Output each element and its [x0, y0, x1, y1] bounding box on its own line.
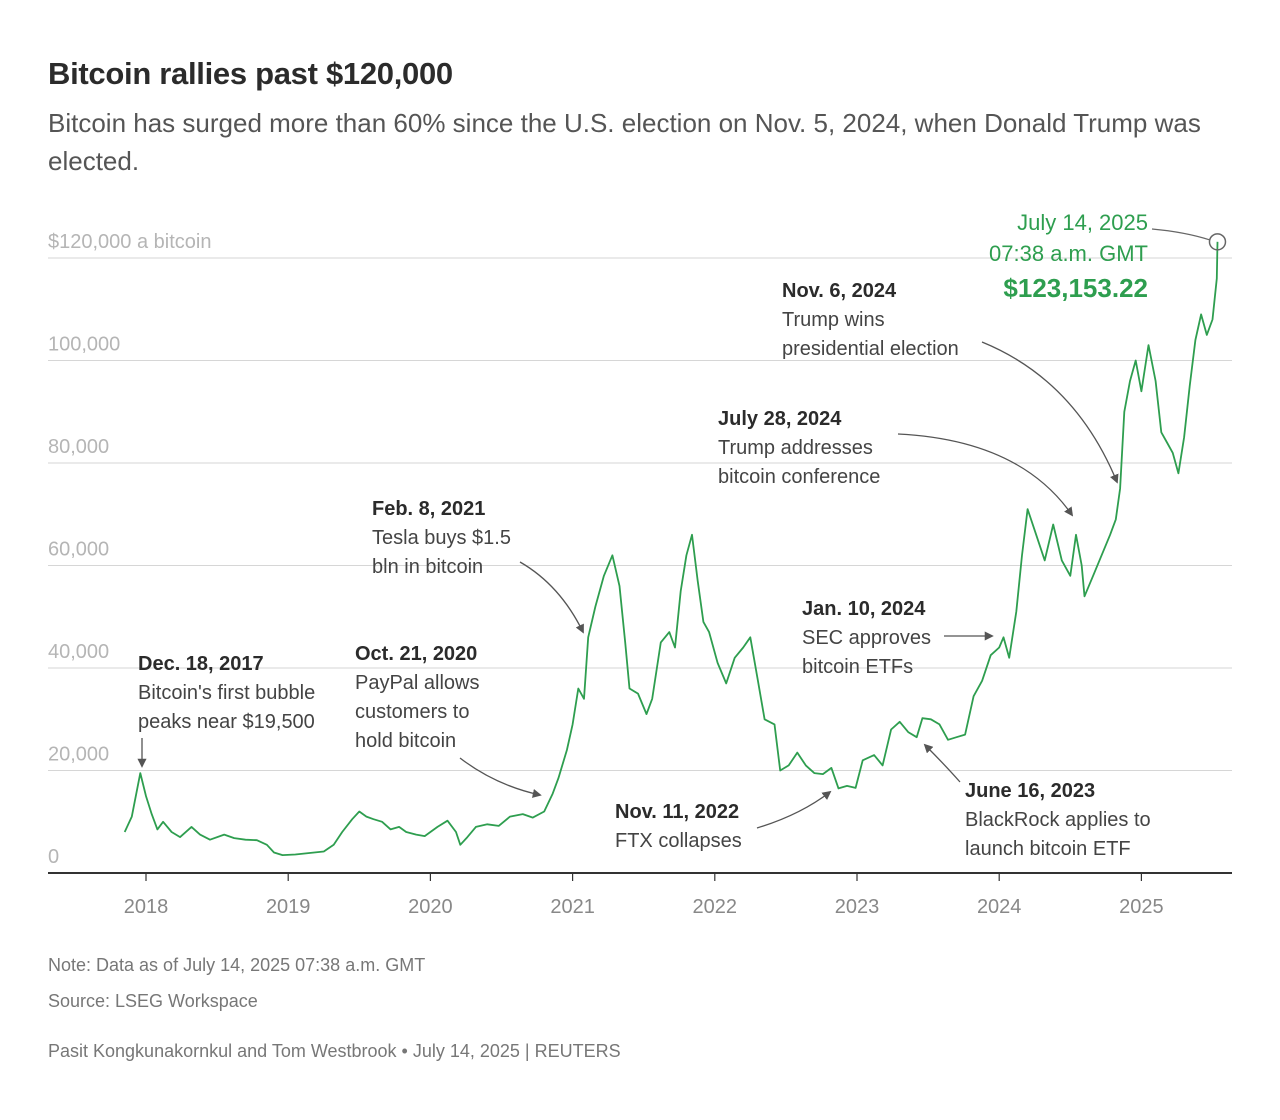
gridlines: [48, 257, 1232, 771]
annotation-text: FTX collapses: [615, 830, 742, 852]
price-line: [123, 241, 1219, 856]
y-tick-label: 100,000: [48, 334, 120, 356]
annotation: Oct. 21, 2020 PayPal allows customers to ho…: [355, 643, 542, 798]
annotation-text: Trump addresses: [718, 437, 873, 459]
y-tick-label: 40,000: [48, 641, 109, 663]
annotations: Dec. 18, 2017 Bitcoin's first bubble peaks…: [137, 280, 1151, 860]
annotation-arrow: [519, 561, 584, 634]
endpoint-value: $123,153.22: [1003, 273, 1148, 303]
annotation-date: June 16, 2023: [965, 780, 1095, 802]
y-tick-label: $120,000 a bitcoin: [48, 231, 211, 253]
endpoint-callout: July 14, 2025 07:38 a.m. GMT $123,153.22: [989, 210, 1227, 303]
annotation-text: bln in bitcoin: [372, 556, 483, 578]
annotation-date: Nov. 11, 2022: [615, 801, 739, 823]
y-axis-labels: 0 20,000 40,000 60,000 80,000 100,000 $120,000…: [48, 231, 211, 868]
annotation-text: hold bitcoin: [355, 730, 456, 752]
annotation-date: Dec. 18, 2017: [138, 653, 264, 675]
footnote: Note: Data as of July 14, 2025 07:38 a.m…: [48, 955, 426, 975]
annotation: July 28, 2024 Trump addresses bitcoin conf…: [718, 408, 1074, 517]
annotation: Feb. 8, 2021 Tesla buys $1.5 bln in bitcoi…: [372, 498, 584, 634]
annotation: Nov. 6, 2024 Trump wins presidential elect…: [782, 280, 1119, 484]
x-tick-label: 2019: [266, 896, 311, 918]
x-tick-label: 2024: [977, 896, 1022, 918]
annotation-arrow: [756, 790, 832, 829]
endpoint-leader: [1151, 228, 1210, 241]
x-tick-label: 2018: [124, 896, 169, 918]
annotation: Jan. 10, 2024 SEC approves bitcoin ETFs: [802, 598, 994, 678]
annotation: Nov. 11, 2022 FTX collapses: [615, 790, 832, 852]
y-tick-label: 0: [48, 846, 59, 868]
annotation-date: Oct. 21, 2020: [355, 643, 477, 665]
y-tick-label: 60,000: [48, 539, 109, 561]
annotation-arrow: [981, 341, 1119, 484]
annotation: June 16, 2023 BlackRock applies to launch …: [923, 743, 1151, 860]
chart-subtitle: Bitcoin has surged more than 60% since t…: [48, 108, 1201, 176]
annotation-text: bitcoin ETFs: [802, 656, 913, 678]
x-tick-label: 2020: [408, 896, 453, 918]
x-tick-label: 2025: [1119, 896, 1164, 918]
endpoint-time: 07:38 a.m. GMT: [989, 241, 1148, 266]
y-tick-label: 80,000: [48, 436, 109, 458]
annotation-text: PayPal allows: [355, 672, 480, 694]
price-series: [123, 241, 1219, 856]
chart-title: Bitcoin rallies past $120,000: [48, 56, 453, 91]
source-line: Source: LSEG Workspace: [48, 991, 258, 1011]
annotation-text: SEC approves: [802, 627, 931, 649]
endpoint-marker: [1208, 233, 1227, 251]
annotation-text: Bitcoin's first bubble: [138, 682, 315, 704]
y-tick-label: 20,000: [48, 744, 109, 766]
price-chart: 0 20,000 40,000 60,000 80,000 100,000 $120,000…: [48, 210, 1232, 918]
annotation-text: customers to: [355, 701, 469, 723]
annotation-date: July 28, 2024: [718, 408, 842, 430]
annotation-text: Trump wins: [782, 309, 885, 331]
annotation: Dec. 18, 2017 Bitcoin's first bubble peaks…: [137, 653, 315, 768]
x-tick-label: 2022: [693, 896, 738, 918]
annotation-arrow: [923, 743, 961, 783]
annotation-arrow: [459, 757, 542, 798]
annotation-date: Feb. 8, 2021: [372, 498, 485, 520]
annotation-text: presidential election: [782, 338, 959, 360]
byline: Pasit Kongkunakornkul and Tom Westbrook …: [48, 1041, 621, 1061]
annotation-text: bitcoin conference: [718, 466, 880, 488]
annotation-text: peaks near $19,500: [138, 711, 315, 733]
x-tick-label: 2021: [550, 896, 595, 918]
annotation-text: BlackRock applies to: [965, 809, 1151, 831]
x-tick-label: 2023: [835, 896, 880, 918]
endpoint-date: July 14, 2025: [1017, 210, 1148, 235]
annotation-date: Nov. 6, 2024: [782, 280, 897, 302]
annotation-text: launch bitcoin ETF: [965, 838, 1131, 860]
annotation-date: Jan. 10, 2024: [802, 598, 926, 620]
annotation-arrow: [897, 433, 1074, 517]
x-axis: 2018 2019 2020 2021 2022 2023 2024 2025: [48, 872, 1232, 918]
annotation-text: Tesla buys $1.5: [372, 527, 511, 549]
